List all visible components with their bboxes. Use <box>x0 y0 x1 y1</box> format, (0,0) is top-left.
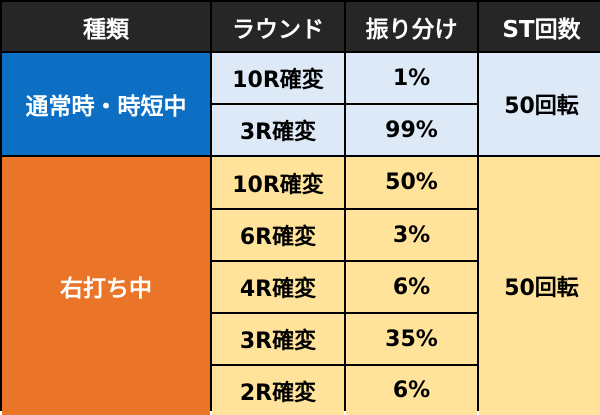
ratio-cell: 1% <box>346 53 477 103</box>
section-right-st: 50回転 <box>479 157 600 415</box>
ratio-cell: 3% <box>346 210 477 260</box>
round-cell: 3R確変 <box>212 105 344 155</box>
round-cell: 10R確変 <box>212 53 344 103</box>
round-cell: 10R確変 <box>212 157 344 208</box>
section-normal-st: 50回転 <box>479 53 600 155</box>
section-normal-label: 通常時・時短中 <box>2 53 210 155</box>
header-round: ラウンド <box>212 2 344 51</box>
ratio-cell: 99% <box>346 105 477 155</box>
header-st-count: ST回数 <box>479 2 600 51</box>
round-cell: 6R確変 <box>212 210 344 260</box>
round-cell: 3R確変 <box>212 314 344 364</box>
ratio-cell: 35% <box>346 314 477 364</box>
section-right-label: 右打ち中 <box>2 157 210 415</box>
round-cell: 2R確変 <box>212 366 344 415</box>
ratio-cell: 6% <box>346 262 477 312</box>
header-type: 種類 <box>2 2 210 51</box>
ratio-cell: 50% <box>346 157 477 208</box>
header-ratio: 振り分け <box>346 2 477 51</box>
round-cell: 4R確変 <box>212 262 344 312</box>
ratio-cell: 6% <box>346 366 477 415</box>
